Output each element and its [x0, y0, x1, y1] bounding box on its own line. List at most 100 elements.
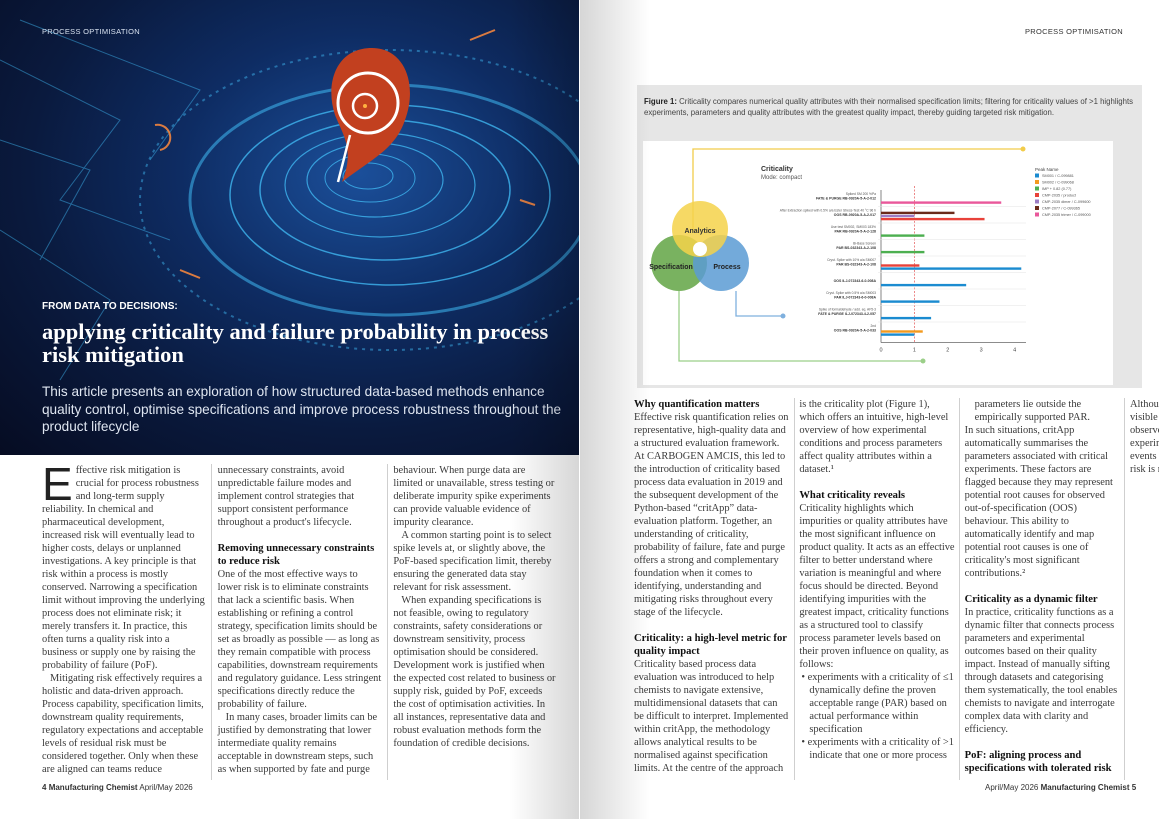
legend-entry: CMP-2035 / product [1042, 194, 1077, 198]
chart-subtitle: Mode: compact [761, 175, 802, 181]
bar-sm001-c-099881 [881, 283, 967, 287]
legend-swatch [1035, 173, 1039, 178]
legend-swatch [1035, 206, 1039, 210]
section-heading: PoF: aligning process and specifications… [965, 749, 1120, 775]
bar-sm001-c-099881 [881, 316, 932, 320]
figure-caption-text: Criticality compares numerical quality a… [644, 97, 1134, 117]
bullet-item: experiments with a criticality of >1 ind… [799, 398, 1120, 780]
legend-swatch [1035, 180, 1039, 184]
legend-title: Peak Name [1035, 167, 1059, 172]
section-tag: PROCESS OPTIMISATION [42, 27, 140, 36]
legend-entry: SM001 / C-099881 [1042, 174, 1074, 178]
category-description: 2nd [870, 324, 876, 328]
paragraph-text: Although criticality emphasises visible … [1129, 399, 1159, 475]
bar-sm001-c-099881 [881, 300, 940, 303]
page-number: 4 [42, 783, 47, 792]
paragraph-text: experiments with a criticality of ≤1 dyn… [807, 672, 954, 735]
bar-cmp-2035-trimer-c-099000 [881, 201, 1002, 204]
category-description: Cryst. Spike with 10% a/a SM007 [827, 258, 876, 262]
x-tick-label: 2 [946, 348, 949, 354]
paragraph-text: Criticality as a dynamic filter [964, 594, 1098, 605]
bar-imp-0-82-0-77- [881, 234, 925, 237]
paragraph-text: Criticality highlights which impurities … [799, 503, 955, 670]
paragraph: In practice, criticality functions as a … [965, 606, 1120, 736]
legend-swatch [1035, 186, 1039, 191]
category-id: PAR ILJ-072343-6-0-008A [834, 296, 876, 300]
venn-label-process: Process [713, 264, 740, 271]
magazine-name: Manufacturing Chemist [48, 783, 138, 792]
bar-cmp-2077-c-099365 [881, 211, 955, 215]
paragraph: Criticality based process data evaluatio… [634, 398, 955, 780]
legend-swatch [1035, 193, 1039, 197]
paragraph-text: Mitigating risk effectively requires a h… [42, 465, 355, 775]
paragraph-text: Why quantification matters [634, 399, 760, 410]
page-footer-left: 4 Manufacturing Chemist April/May 2026 [42, 783, 193, 792]
bar-cmp-2035-dimer-c-099600 [881, 214, 915, 218]
bar-imp-0-82-0-77- [881, 250, 925, 254]
paragraph: When expanding specifications is not fea… [393, 594, 557, 750]
issue-date: April/May 2026 [139, 783, 193, 792]
legend-swatch [1035, 212, 1039, 217]
category-description: Bi-Base Screen [853, 242, 876, 246]
connector-line [735, 291, 783, 317]
x-tick-label: 4 [1013, 348, 1016, 354]
category-description: Cryst. Spike with 0.5% a/a SM003 [826, 291, 876, 295]
paragraph-text: Effective risk quantification relies on … [634, 412, 789, 618]
category-id: FATE & PURGE RB-0920A-5-A-2-012 [816, 197, 876, 201]
legend-entry: CMP-2077 / C-099365 [1042, 207, 1080, 211]
section-tag: PROCESS OPTIMISATION [1025, 27, 1123, 36]
paragraph: Effective risk quantification relies on … [634, 411, 789, 619]
paragraph-text: Criticality: a high-level metric for qua… [634, 633, 787, 657]
connector-dot [780, 313, 786, 319]
legend-entry: CMP-2035 trimer / C-099000 [1042, 213, 1091, 217]
figure-panel: Analytics Specification Process Criticality… [643, 141, 1113, 385]
paragraph: In many cases, broader limits can be jus… [218, 464, 557, 780]
x-tick-label: 0 [879, 348, 882, 354]
figure-label: Figure 1: [644, 97, 677, 106]
criticality-chart: Analytics Specification Process Criticality… [649, 146, 1091, 364]
venn-label-analytics: Analytics [684, 228, 715, 235]
paragraph-text: experiments with a criticality of >1 ind… [807, 399, 1091, 761]
bar-cmp-2035-product [881, 264, 920, 267]
category-description: Spiked SM 200 %Pa [846, 192, 876, 196]
drop-cap: E [42, 458, 73, 510]
page-number: 5 [1131, 783, 1137, 792]
paragraph-text: In such situations, critApp automaticall… [964, 425, 1113, 579]
category-description: Use test SM002, SM003 183% [831, 225, 876, 229]
paragraph-text: One of the most effective ways to lower … [217, 569, 382, 710]
section-heading: What criticality reveals [799, 489, 954, 502]
section-heading: Removing unnecessary constraints to redu… [218, 542, 382, 568]
paragraph-text: In many cases, broader limits can be jus… [217, 465, 555, 775]
category-id: OOS RB-0920A-5-A-2-017 [834, 213, 876, 217]
x-tick-label: 3 [980, 348, 983, 354]
hero-image: PROCESS OPTIMISATION FROM DATA TO DECISI… [0, 0, 579, 455]
chart-title: Criticality [761, 166, 793, 173]
left-page: PROCESS OPTIMISATION FROM DATA TO DECISI… [0, 0, 579, 819]
magazine-name: Manufacturing Chemist [1040, 783, 1130, 792]
connector-line [678, 291, 923, 362]
paragraph-text: In practice, criticality functions as a … [964, 607, 1118, 735]
paragraph-text: ffective risk mitigation is crucial for … [42, 465, 205, 671]
article-standfirst: This article presents an exploration of … [42, 384, 562, 434]
category-id: OOS ILJ-072343-6-0-008A [834, 279, 877, 283]
bullet-item: experiments with a criticality of ≤1 dyn… [799, 671, 954, 736]
category-id: PAR BS-032343-A-2-108 [836, 246, 876, 250]
bar-cmp-2035-product [881, 217, 985, 221]
category-id: OOS RB-0920A-5-A-2-033 [834, 329, 876, 333]
lightbulb-icon [693, 242, 707, 256]
paragraph-text: Criticality based process data evaluatio… [634, 399, 949, 774]
x-tick-label: 1 [913, 348, 916, 354]
issue-date: April/May 2026 [985, 783, 1039, 792]
figure-caption: Figure 1: Criticality compares numerical… [644, 97, 1134, 118]
category-id: PAR BS-032343-A-2-108 [836, 263, 876, 267]
bar-sm001-c-099881 [881, 267, 1022, 270]
connector-dot [1020, 146, 1026, 152]
section-heading: Criticality as a dynamic filter [965, 593, 1120, 606]
paragraph-text: When expanding specifications is not fea… [393, 595, 556, 749]
legend-entry: SM002 / C-099068 [1042, 181, 1074, 185]
right-page: PROCESS OPTIMISATION Figure 1: Criticali… [580, 0, 1159, 819]
bar-sm001-c-099881 [881, 333, 915, 336]
venn-label-specification: Specification [649, 264, 693, 271]
paragraph: A common starting point is to select spi… [393, 529, 557, 594]
